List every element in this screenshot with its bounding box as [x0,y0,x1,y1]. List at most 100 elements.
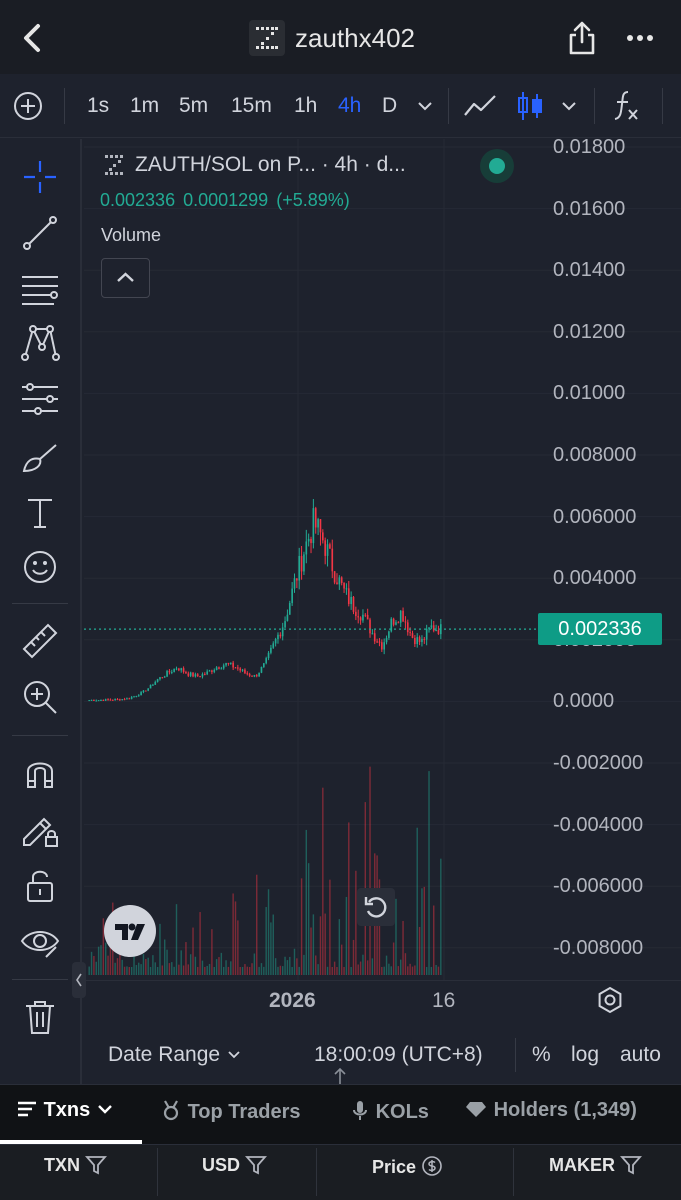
back-chevron-icon[interactable] [18,20,48,56]
timeframe-4h[interactable]: 4h [338,94,362,117]
more-dots-icon[interactable] [622,24,658,52]
candle-body [163,676,166,678]
currency-toggle-icon[interactable] [421,1155,443,1177]
trash-icon[interactable] [20,997,60,1037]
candle-body [175,668,178,670]
candle-body [383,642,386,650]
collapse-sidebar-handle[interactable] [72,962,86,998]
volume-bar [168,963,171,975]
candle-body [270,647,272,653]
add-indicator-icon[interactable] [12,90,44,122]
volume-bar [392,942,395,975]
volume-bar [416,827,418,975]
column-txn[interactable]: TXN [44,1155,107,1176]
candle-body [130,697,133,699]
tradingview-logo[interactable] [104,905,156,957]
pattern-icon[interactable] [20,323,60,363]
timeframe-1h[interactable]: 1h [294,94,318,117]
volume-bar [253,953,256,975]
timeframe-15m[interactable]: 15m [231,94,272,117]
pair-logo [102,152,128,178]
volume-bar [402,920,404,975]
zoom-in-icon[interactable] [20,677,60,717]
candle-body [298,555,301,581]
visibility-eye-icon[interactable] [20,921,60,961]
timeframe-chevron-down-icon[interactable] [412,92,438,120]
emoji-icon[interactable] [20,547,60,587]
volume-bar [395,898,397,975]
lock-drawings-icon[interactable] [20,809,60,849]
clock-timezone[interactable]: 18:00:09 (UTC+8) [314,1043,483,1066]
volume-bar [116,958,119,975]
time-axis-label-day: 16 [432,989,456,1012]
log-scale-toggle[interactable]: log [571,1043,600,1066]
candle-body [411,633,414,638]
volume-bar [189,954,192,975]
brush-icon[interactable] [20,437,60,477]
magnet-icon[interactable] [20,753,60,793]
chart-settings-icon[interactable] [596,986,624,1014]
collapse-legend-button[interactable] [101,258,150,298]
candle-body [128,698,131,700]
reset-chart-button[interactable] [357,888,395,926]
volume-bar [317,964,319,975]
timeframe-d[interactable]: D [382,94,398,117]
trend-line-icon[interactable] [20,213,60,253]
candle-body [416,637,419,645]
timeframe-1s[interactable]: 1s [87,94,110,117]
chart-type-chevron-down-icon[interactable] [556,92,582,120]
volume-bar [166,949,168,975]
column-maker[interactable]: MAKER [549,1155,642,1176]
percent-scale-toggle[interactable]: % [532,1043,551,1066]
tab-txns[interactable]: Txns [16,1099,114,1122]
volume-bar [430,966,433,975]
share-icon[interactable] [566,20,598,56]
volume-bar [133,947,135,975]
candle-body [430,625,433,628]
volume-bar [201,960,204,975]
tab-holders[interactable]: Holders (1,349) [464,1099,637,1122]
candlestick-icon[interactable] [512,88,548,124]
forecast-icon[interactable] [20,379,60,419]
timeframe-1m[interactable]: 1m [130,94,160,117]
fib-retracement-icon[interactable] [20,269,60,309]
column-price[interactable]: Price [372,1155,443,1178]
filter-icon[interactable] [85,1155,107,1175]
candle-body [116,699,119,701]
candle-body [406,622,409,633]
volume-bar [383,966,385,975]
volume-bar [102,918,105,975]
indicators-fx-icon[interactable] [610,88,646,124]
candle-body [432,625,435,631]
candle-body [418,637,421,642]
volume-indicator-label[interactable]: Volume [101,225,162,245]
ruler-icon[interactable] [20,621,60,661]
tab-kols[interactable]: KOLs [350,1099,429,1124]
auto-scale-toggle[interactable]: auto [620,1043,661,1066]
candle-body [376,641,378,643]
candle-body [253,675,256,677]
candle-body [380,642,383,650]
volume-bar [414,965,416,975]
timeframe-5m[interactable]: 5m [179,94,209,117]
candle-body [347,588,350,605]
unlock-icon[interactable] [20,865,60,905]
candle-body [182,668,185,673]
text-tool-icon[interactable] [20,493,60,533]
date-range-button[interactable]: Date Range [108,1043,242,1067]
candle-body [239,668,242,671]
candle-body [343,582,345,589]
candle-body [90,699,93,701]
line-chart-icon[interactable] [462,88,498,124]
column-usd[interactable]: USD [202,1155,268,1176]
filter-icon[interactable] [620,1155,642,1175]
tab-top-traders[interactable]: Top Traders [160,1099,301,1124]
time-axis[interactable] [84,980,681,1024]
filter-icon[interactable] [245,1155,268,1175]
market-status-dot [480,149,514,183]
crosshair-icon[interactable] [20,157,60,197]
volume-bar [409,963,411,975]
volume-bar [399,959,402,975]
candle-body [135,696,138,698]
pair-title[interactable]: ZAUTH/SOL on P... · 4h · d... [135,153,406,176]
